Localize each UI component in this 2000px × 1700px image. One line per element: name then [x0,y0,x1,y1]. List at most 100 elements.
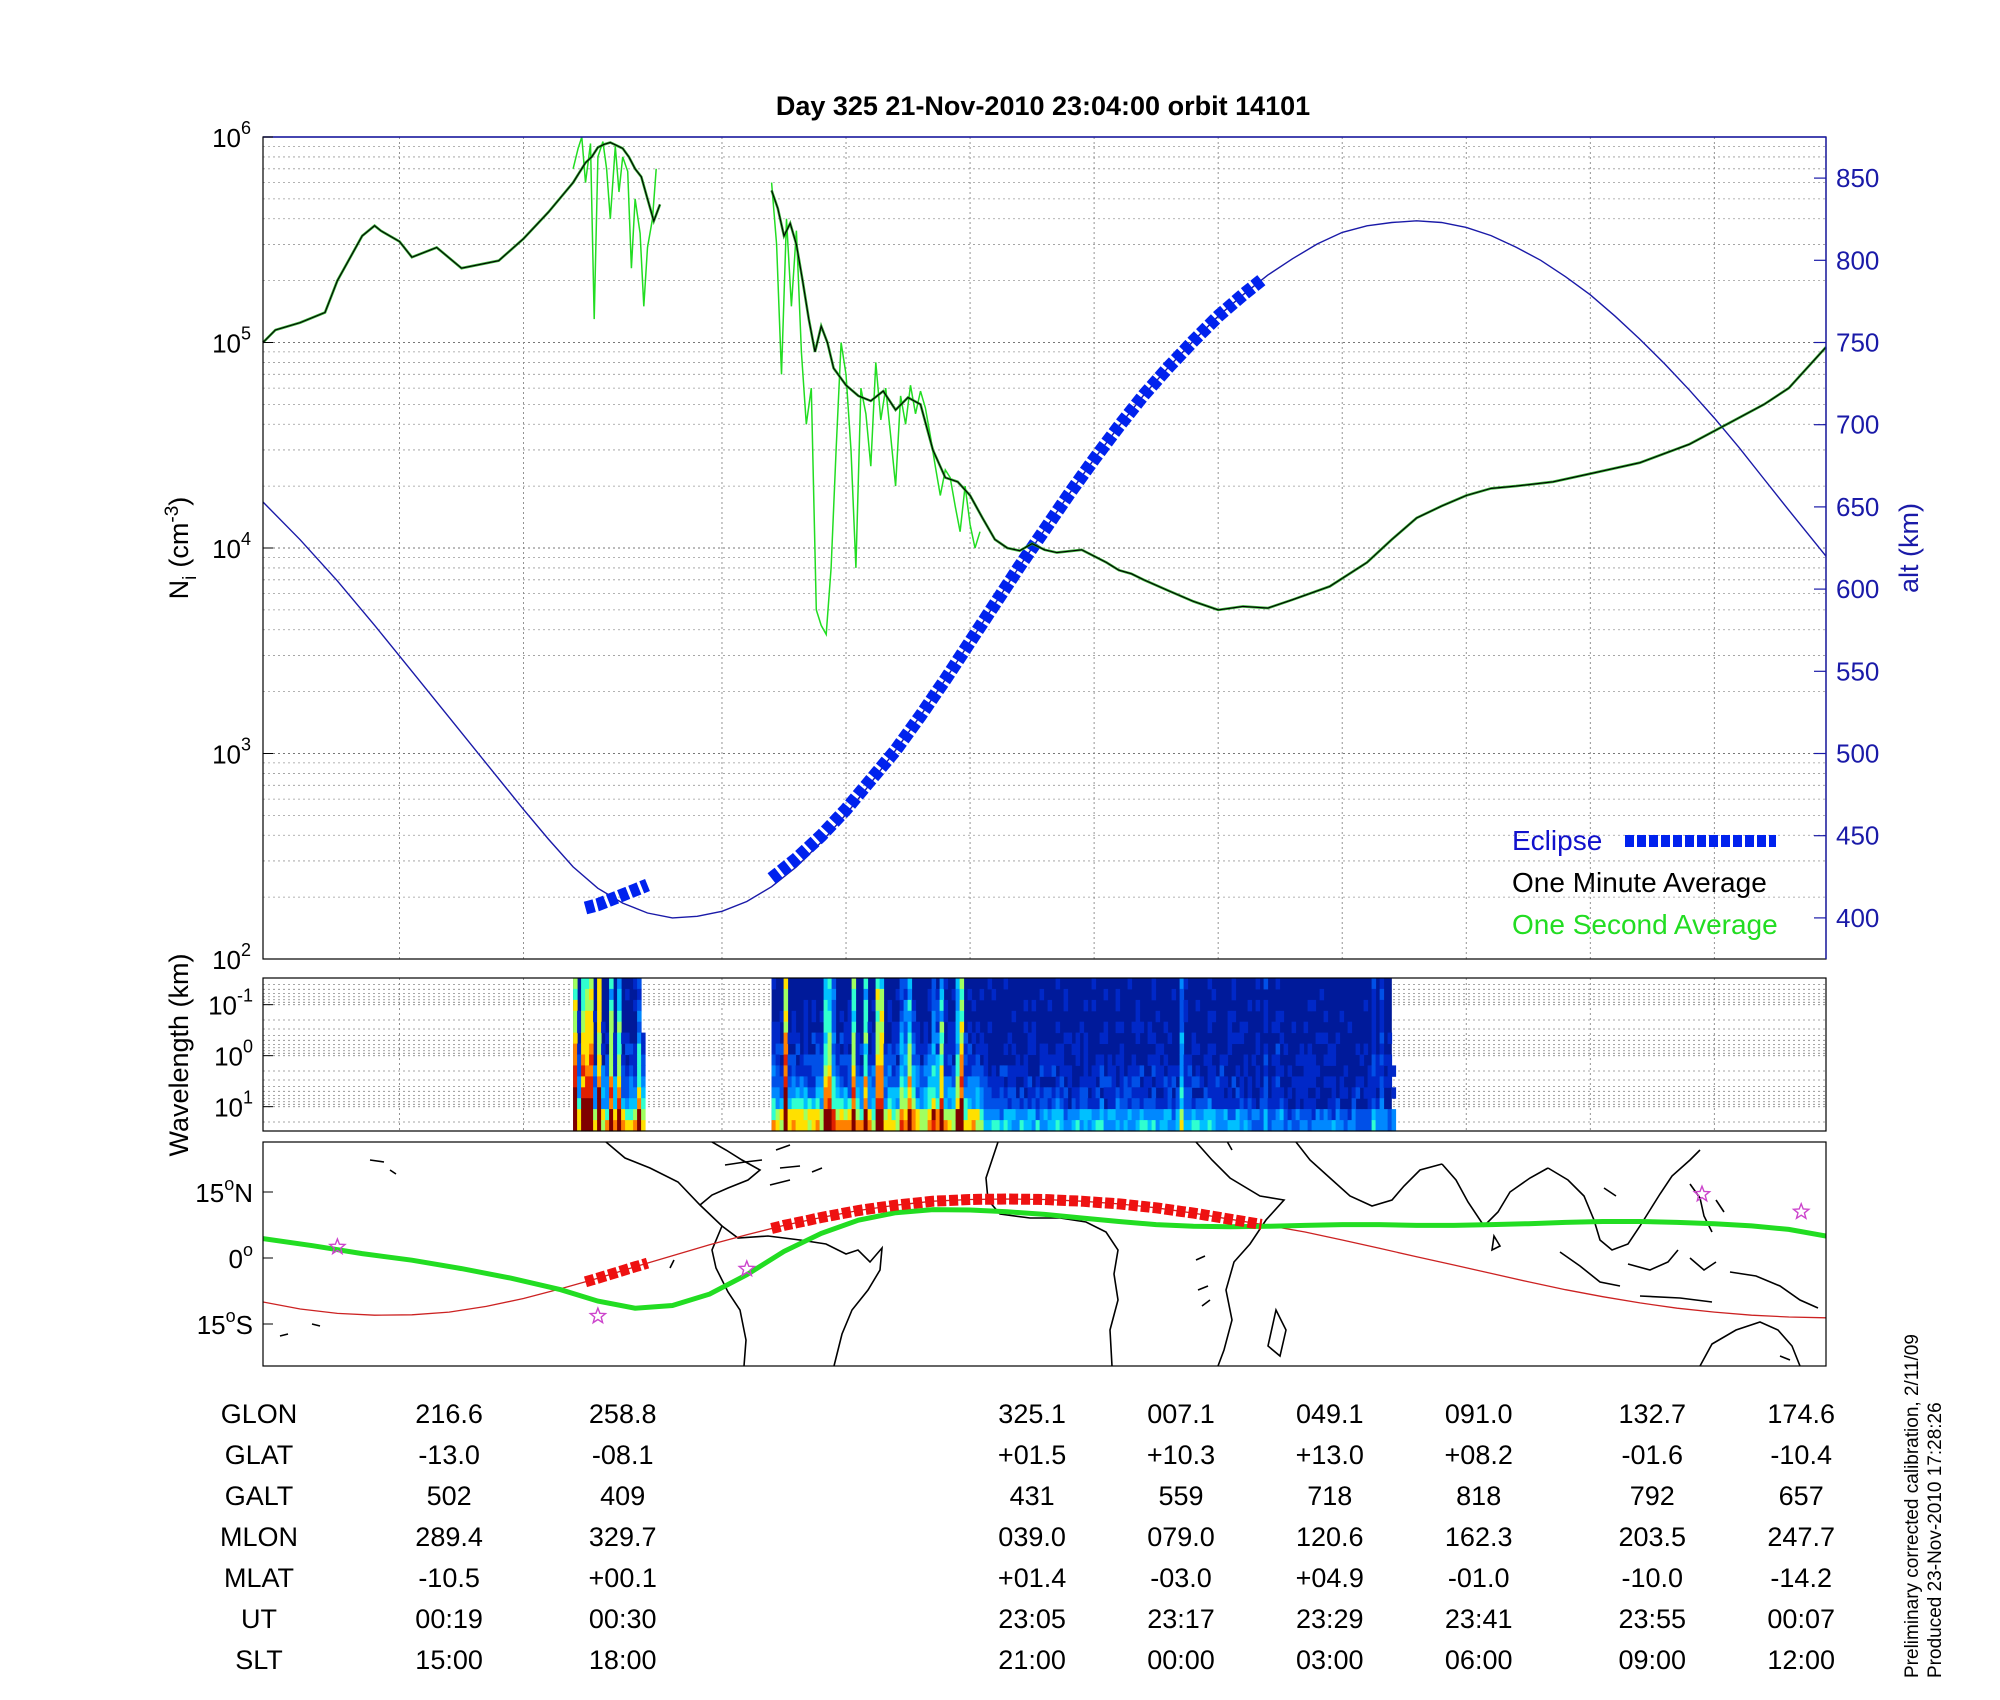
spectrogram-cell [1131,1087,1137,1099]
spectrogram-cell [1123,1120,1129,1132]
spectrogram-cell [979,1043,985,1056]
spectrogram-cell [1099,1109,1105,1121]
spectrogram-cell [1023,1076,1029,1088]
spectrogram-cell [1079,1098,1085,1110]
spectrogram-cell [875,1109,881,1121]
spectrogram-cell [1311,1120,1317,1132]
spectrogram-cell [959,1065,965,1077]
spectrogram-cell [573,1043,578,1056]
spectrogram-cell [979,1109,985,1121]
spectrogram-cell [1099,1120,1105,1132]
spectrogram-cell [589,978,594,990]
coast-australia [1699,1321,1801,1366]
spectrogram-cell [1255,999,1261,1012]
spectrogram-cell [903,1087,909,1099]
spectrogram-cell [887,1010,893,1023]
spectrogram-cell [863,1087,869,1099]
spectrogram-cell [1131,1054,1137,1066]
spectrogram-cell [1051,1087,1057,1099]
spectrogram-cell [1195,999,1201,1012]
spectrogram-cell [1303,1098,1309,1110]
spectrogram-cell [1147,1032,1153,1045]
ephemeris-cell: -08.1 [592,1440,654,1470]
spectrogram-cell [1111,1087,1117,1099]
spectrogram-cell [883,1065,889,1077]
spectrogram-cell [1379,1065,1385,1077]
spectrogram-cell [1007,1076,1013,1088]
spectrogram-cell [931,1010,937,1023]
spectrogram-cell [1079,1021,1085,1034]
spectrogram-cell [617,1065,622,1077]
spectrogram-cell [911,1087,917,1099]
spectrogram-cell [931,1065,937,1077]
spectrogram-cell [1319,1120,1325,1132]
spectrogram-cell [589,1098,594,1110]
spectrogram-cell [859,1043,865,1056]
spectrogram-cell [899,978,905,990]
spectrogram-cell [1183,978,1189,990]
spectrogram-cell [1307,1109,1313,1121]
spectrogram-cell [637,1065,642,1077]
spectrogram-cell [641,1087,646,1099]
spectrogram-cell [597,1120,602,1132]
spectrogram-cell [1323,1032,1329,1045]
spectrogram-cell [1283,1109,1289,1121]
spectrogram-cell [851,988,857,1001]
spectrogram-cell [605,1087,610,1099]
spectrogram-cell [803,1021,809,1034]
spectrogram-cell [1263,1087,1269,1099]
spectrogram-cell [1243,1054,1249,1066]
spectrogram-cell [617,1054,622,1066]
altitude-y-tick-label: 800 [1836,245,1879,275]
spectrogram-cell [1275,1087,1281,1099]
spectrogram-cell [967,1043,973,1056]
spectrogram-cell [613,1032,618,1045]
spectrogram-cell [771,1076,777,1088]
spectrogram-cell [1071,1043,1077,1056]
spectrogram-cell [835,1076,841,1088]
spectrogram-cell [1183,1120,1189,1132]
spectrogram-cell [1091,1098,1097,1110]
spectrogram-cell [959,1032,965,1045]
spectrogram-cell [839,1054,845,1066]
spectrogram-cell [835,1043,841,1056]
spectrogram-cell [1195,1109,1201,1121]
spectrogram-cell [803,1098,809,1110]
spectrogram-cell [1179,978,1185,990]
spectrogram-cell [827,1010,833,1023]
spectrogram-cell [791,1087,797,1099]
spectrogram-cell [803,1120,809,1132]
spectrogram-cell [1059,1054,1065,1066]
spectrogram-cell [775,1043,781,1056]
spectrogram-cell [791,1109,797,1121]
ephemeris-cell: 23:05 [998,1604,1066,1634]
spectrogram-cell [855,1120,861,1132]
spectrogram-cell [1003,1087,1009,1099]
altitude-line [262,220,1827,919]
spectrogram-cell [807,1120,813,1132]
spectrogram-cell [581,1032,586,1045]
spectrogram-cell [783,1021,789,1034]
spectrogram-cell [843,1109,849,1121]
spectrogram-cell [637,988,642,1001]
spectrogram-cell [931,1021,937,1034]
spectrogram-cell [843,1021,849,1034]
spectrogram-cell [855,1109,861,1121]
spectrogram-cell [637,1010,642,1023]
spectrogram-cell [593,1087,598,1099]
spectrogram-cell [1159,1065,1165,1077]
spectrogram-cell [1051,1109,1057,1121]
spectrogram-cell [625,988,630,1001]
spectrogram-cell [823,1065,829,1077]
spectrogram-cell [1003,1098,1009,1110]
spectrogram-cell [1255,1065,1261,1077]
spectrogram-cell [783,1010,789,1023]
spectrogram-cell [935,999,941,1012]
spectrogram-cell [955,988,961,1001]
spectrogram-cell [987,978,993,990]
spectrogram-cell [1339,1010,1345,1023]
spectrogram-cell [1283,1043,1289,1056]
ephemeris-cell: 502 [427,1481,472,1511]
spectrogram-cell [1067,1032,1073,1045]
spectrogram-cell [835,1065,841,1077]
